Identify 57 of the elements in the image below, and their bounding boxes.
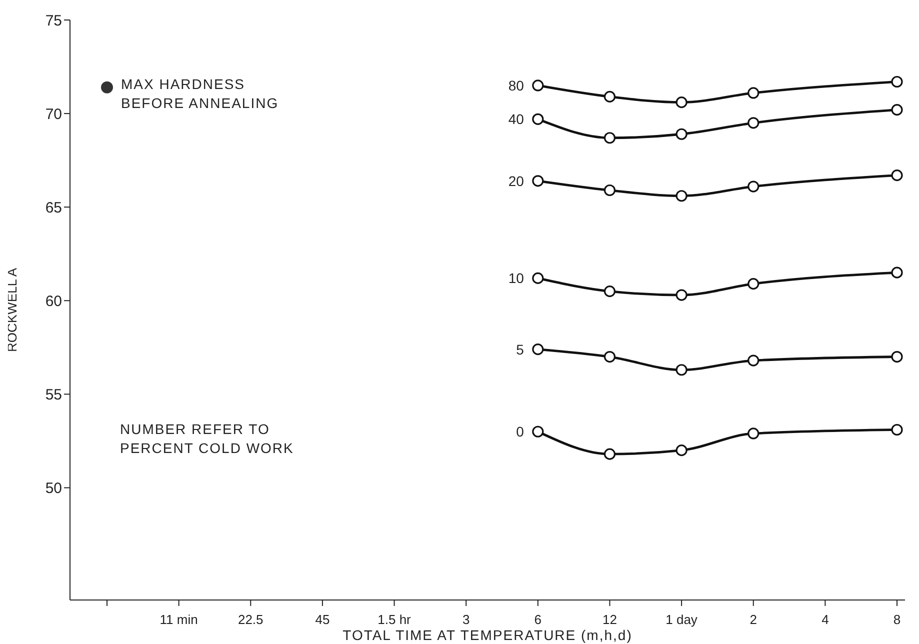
- y-tick-label: 70: [45, 106, 62, 123]
- point: [676, 289, 688, 301]
- x-axis-title: TOTAL TIME AT TEMPERATURE (m,h,d): [342, 627, 632, 643]
- point: [891, 350, 903, 363]
- y-tick-label: 55: [45, 386, 62, 404]
- annotation: NUMBER REFER TO PERCENT COLD WORK: [120, 420, 295, 458]
- point: [891, 169, 903, 182]
- point: [676, 444, 688, 456]
- point: [676, 364, 688, 376]
- series-label: 0: [516, 424, 524, 440]
- point: [891, 104, 903, 116]
- point: [532, 426, 544, 438]
- point: [748, 180, 760, 192]
- y-tick-label: 50: [45, 480, 62, 498]
- point: [748, 87, 760, 99]
- x-tick-label: 22.5: [238, 612, 264, 627]
- y-tick-label: 65: [45, 199, 62, 216]
- point: [532, 113, 544, 125]
- point: [891, 424, 903, 436]
- point: [891, 266, 903, 278]
- x-tick-label: 1.5 hr: [378, 612, 412, 627]
- series-label: 5: [516, 341, 524, 358]
- point: [748, 117, 760, 129]
- point: [532, 272, 544, 284]
- point: [604, 132, 616, 144]
- point: [604, 350, 616, 363]
- x-tick-label: 12: [602, 612, 617, 627]
- x-tick-label: 1 day: [666, 612, 698, 627]
- series-label: 20: [508, 172, 524, 189]
- point: [676, 190, 688, 202]
- point: [748, 354, 760, 366]
- x-tick-label: 4: [822, 612, 829, 627]
- series-label: 80: [508, 77, 524, 94]
- point: [532, 343, 544, 356]
- point: [604, 90, 616, 103]
- point: [891, 76, 903, 88]
- y-tick-label: 60: [45, 292, 62, 310]
- annotation: MAX HARDNESS BEFORE ANNEALING: [121, 75, 280, 114]
- x-tick-label: 3: [462, 612, 470, 627]
- x-tick-label: 6: [534, 612, 542, 627]
- y-tick-label: 75: [45, 12, 62, 30]
- point: [101, 81, 113, 94]
- point: [532, 175, 544, 187]
- x-tick-label: 8: [893, 612, 901, 627]
- x-tick-label: 45: [315, 612, 330, 627]
- x-tick-label: 11 min: [160, 612, 198, 627]
- series-label: 40: [508, 111, 524, 128]
- point: [676, 128, 688, 140]
- point: [604, 448, 616, 460]
- series-label: 10: [508, 270, 524, 286]
- point: [604, 184, 616, 196]
- point: [676, 96, 688, 108]
- point: [604, 285, 616, 298]
- point: [532, 80, 544, 92]
- x-tick-label: 2: [750, 612, 757, 627]
- point: [748, 278, 760, 290]
- point: [748, 428, 760, 440]
